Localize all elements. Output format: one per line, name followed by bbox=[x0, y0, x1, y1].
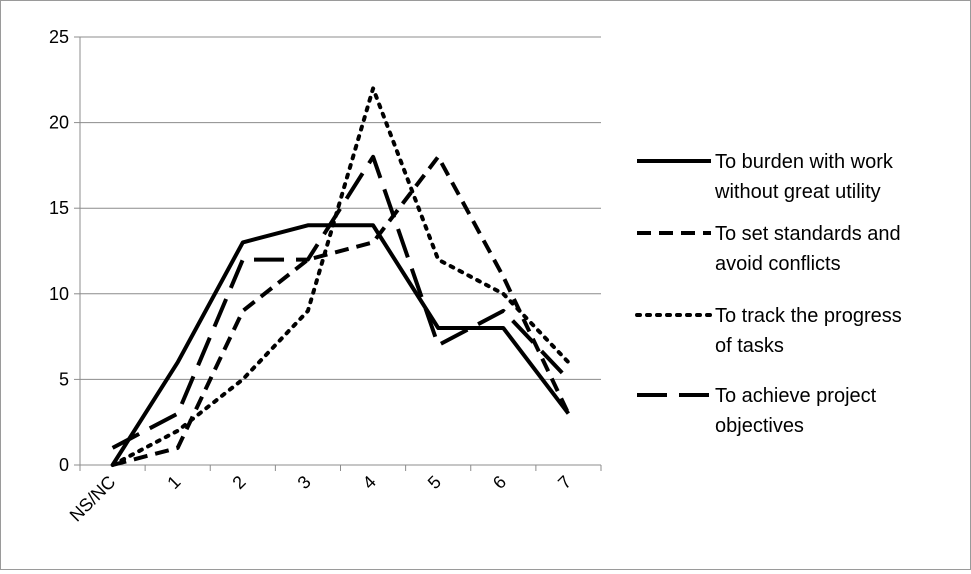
legend-entry-2: To set standards and avoid conflicts bbox=[637, 223, 901, 275]
legend-label: To set standards and avoid conflicts bbox=[715, 223, 901, 275]
x-tick-label: 2 bbox=[228, 472, 249, 493]
legend-entry-1: To burden with work without great utility bbox=[637, 151, 894, 203]
legend-label: To track the progress of tasks bbox=[715, 305, 902, 357]
x-tick-label: 1 bbox=[163, 472, 184, 493]
x-tick-label: NS/NC bbox=[66, 472, 120, 526]
x-tick-label: 6 bbox=[489, 472, 510, 493]
y-tick-label: 5 bbox=[59, 369, 69, 389]
x-tick-label: 4 bbox=[359, 472, 380, 493]
series-line-3 bbox=[110, 86, 571, 467]
y-tick-label: 0 bbox=[59, 455, 69, 475]
y-tick-label: 15 bbox=[49, 198, 69, 218]
x-tick-label: 3 bbox=[294, 472, 315, 493]
series-line-4 bbox=[111, 154, 570, 450]
legend-entry-3: To track the progress of tasks bbox=[635, 305, 902, 357]
y-tick-label: 25 bbox=[49, 27, 69, 47]
axes bbox=[74, 36, 602, 471]
y-tick-labels: 0 5 10 15 20 25 bbox=[49, 27, 69, 475]
series-lines bbox=[110, 86, 571, 467]
gridlines bbox=[80, 36, 601, 380]
y-tick-label: 20 bbox=[49, 113, 69, 133]
x-tick-label: 7 bbox=[554, 472, 575, 493]
legend: To burden with work without great utility… bbox=[635, 151, 902, 437]
x-tick-label: 5 bbox=[424, 472, 445, 493]
legend-label: To achieve project objectives bbox=[715, 385, 877, 437]
series-line-1 bbox=[110, 223, 570, 467]
y-tick-label: 10 bbox=[49, 284, 69, 304]
x-tick-labels: NS/NC 1 2 3 4 5 6 7 bbox=[66, 472, 576, 526]
legend-label: To burden with work without great utility bbox=[714, 151, 894, 203]
series-line-2 bbox=[112, 154, 571, 467]
legend-entry-4: To achieve project objectives bbox=[637, 385, 877, 437]
